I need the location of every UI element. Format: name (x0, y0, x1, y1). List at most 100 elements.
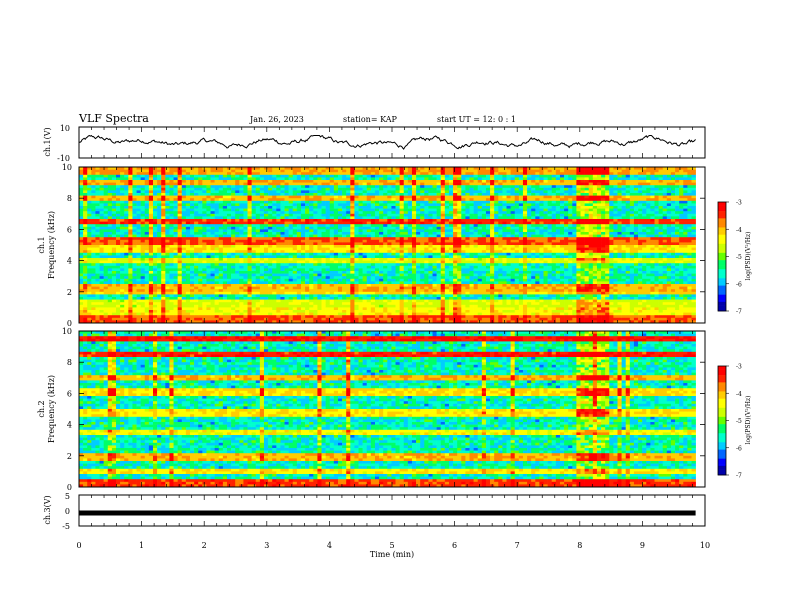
spectrogram-cell (309, 276, 314, 280)
spectrogram-cell (111, 320, 117, 324)
spectrogram-cell (395, 190, 400, 194)
spectrogram-cell (296, 195, 302, 199)
spectrogram-cell (214, 213, 220, 217)
spectrogram-cell (222, 247, 228, 251)
spectrogram-cell (95, 245, 100, 248)
spectrogram-cell (379, 252, 384, 256)
spectrogram-cell (132, 286, 137, 290)
spectrogram-cell (300, 299, 306, 303)
spectrogram-cell (235, 263, 240, 267)
spectrogram-cell (206, 271, 211, 274)
spectrogram-cell (309, 226, 314, 230)
spectrogram-cell (120, 237, 125, 241)
spectrogram-cell (329, 226, 335, 230)
spectrogram-cell (255, 310, 261, 313)
spectrogram-cell (251, 229, 257, 233)
spectrogram-cell (325, 310, 331, 313)
spectrogram-cell (136, 255, 141, 259)
spectrogram-cell (202, 221, 207, 225)
spectrogram-cell (194, 307, 199, 311)
spectrogram-cell (395, 237, 400, 241)
spectrogram-cell (395, 263, 400, 267)
spectrogram-cell (173, 268, 178, 272)
spectrogram-cell (198, 320, 203, 324)
spectrogram-cell (342, 252, 347, 256)
spectrogram-cell (374, 229, 380, 233)
spectrogram-cell (391, 211, 396, 215)
spectrogram-cell (342, 297, 347, 300)
spectrogram-cell (358, 203, 363, 207)
spectrogram-cell (354, 268, 359, 272)
spectrogram-cell (346, 281, 351, 285)
spectrogram-cell (305, 263, 310, 267)
spectrogram-cell (99, 237, 104, 241)
spectrogram-cell (255, 304, 261, 308)
spectrogram-cell (317, 219, 322, 222)
spectrogram-cell (185, 226, 191, 230)
spectrogram-cell (120, 185, 125, 189)
spectrogram-cell (132, 294, 137, 298)
spectrogram-cell (309, 286, 314, 290)
spectrogram-cell (358, 315, 363, 319)
spectrogram-cell (366, 237, 372, 241)
spectrogram-cell (399, 268, 405, 272)
spectrogram-cell (403, 208, 409, 212)
spectrogram-cell (342, 198, 347, 202)
spectrogram-cell (354, 286, 359, 290)
spectrogram-cell (185, 247, 191, 251)
spectrogram-cell (132, 182, 137, 186)
spectrogram-cell (198, 258, 203, 261)
spectrogram-cell (120, 271, 125, 274)
spectrogram-cell (226, 211, 232, 215)
spectrogram-cell (111, 237, 117, 241)
spectrogram-cell (210, 206, 215, 209)
spectrogram-cell (403, 206, 409, 209)
spectrogram-cell (214, 252, 220, 256)
spectrogram-cell (107, 239, 113, 243)
spectrogram-cell (300, 177, 306, 181)
spectrogram-cell (379, 284, 384, 287)
spectrogram-cell (99, 172, 104, 176)
spectrogram-cell (128, 221, 133, 225)
spectrogram-cell (268, 284, 273, 287)
spectrogram-cell (132, 242, 137, 246)
spectrogram-cell (140, 203, 146, 207)
spectrogram-cell (247, 195, 252, 199)
spectrogram-cell (181, 265, 187, 269)
spectrogram-cell (354, 229, 359, 233)
spectrogram-cell (403, 190, 409, 194)
spectrogram-cell (296, 286, 302, 290)
spectrogram-cell (350, 237, 355, 241)
spectrogram-cell (157, 208, 162, 212)
spectrogram-cell (329, 255, 335, 259)
spectrogram-cell (79, 265, 84, 269)
spectrogram-cell (111, 278, 117, 282)
spectrogram-cell (116, 200, 121, 204)
spectrogram-cell (157, 224, 162, 228)
spectrogram-cell (218, 195, 224, 199)
spectrogram-cell (346, 237, 351, 241)
spectrogram-cell (395, 167, 400, 170)
spectrogram-cell (251, 224, 257, 228)
spectrogram-cell (366, 304, 372, 308)
spectrogram-cell (239, 258, 244, 261)
spectrogram-cell (161, 289, 166, 293)
spectrogram-cell (235, 265, 240, 269)
spectrogram-cell (251, 281, 257, 285)
spectrogram-cell (268, 307, 273, 311)
spectrogram-cell (181, 291, 187, 295)
spectrogram-cell (152, 224, 158, 228)
spectrogram-cell (296, 221, 302, 225)
spectrogram-cell (379, 195, 384, 199)
spectrogram-cell (387, 278, 392, 282)
spectrogram-cell (272, 289, 277, 293)
spectrogram-cell (337, 294, 343, 298)
spectrogram-cell (268, 304, 273, 308)
spectrogram-cell (251, 219, 257, 222)
spectrogram-cell (391, 206, 396, 209)
spectrogram-cell (346, 312, 351, 316)
spectrogram-cell (251, 294, 257, 298)
spectrogram-cell (169, 172, 174, 176)
spectrogram-cell (157, 320, 162, 324)
